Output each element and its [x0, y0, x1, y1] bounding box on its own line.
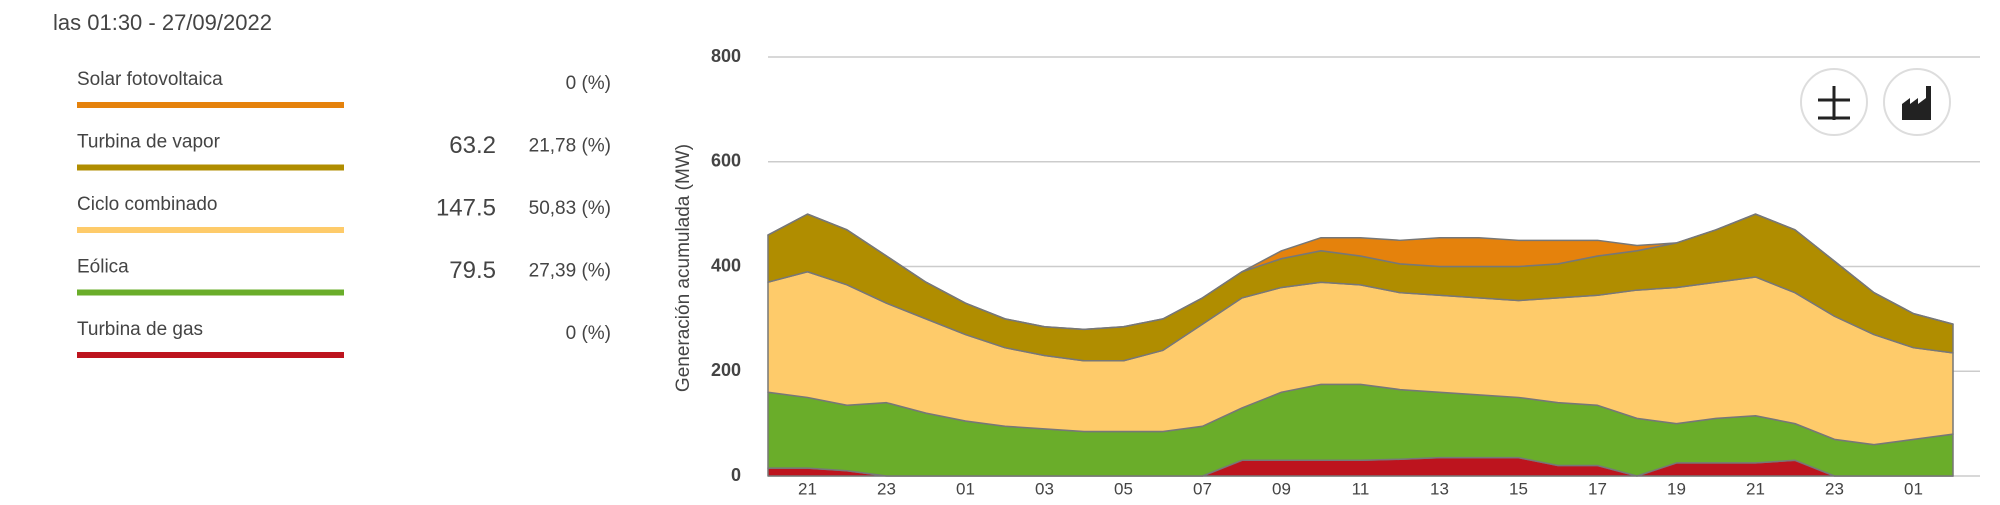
x-tick-label: 13 — [1430, 479, 1449, 498]
legend-share: 50,83 (%) — [529, 198, 611, 219]
factory-button[interactable] — [1883, 68, 1951, 136]
y-tick-label: 800 — [711, 46, 741, 66]
area — [767, 213, 1954, 331]
y-tick-label: 400 — [711, 255, 741, 275]
legend-swatch — [77, 289, 344, 296]
legend: Solar fotovoltaica 0 (%) Turbina de vapor 6… — [77, 69, 611, 358]
legend-swatch — [77, 352, 344, 358]
time-label: las 01:30 - 27/09/2022 — [53, 10, 272, 35]
legend-label: Eólica — [77, 257, 129, 278]
chart: 0 200 400 600 800 21 23 01 03 05 07 09 11 13 15 17 19 21 2… — [711, 46, 1980, 498]
y-tick-label: 600 — [711, 151, 741, 171]
legend-value: 79.5 — [449, 257, 496, 284]
x-tick-label: 21 — [798, 479, 817, 498]
x-tick-label: 05 — [1114, 479, 1133, 498]
legend-label: Turbina de gas — [77, 319, 203, 340]
x-tick-label: 01 — [956, 479, 975, 498]
x-tick-label: 01 — [1904, 479, 1923, 498]
legend-label: Turbina de vapor — [77, 132, 221, 153]
x-tick-label: 09 — [1272, 479, 1291, 498]
legend-value: 63.2 — [449, 132, 496, 159]
x-tick-label: 11 — [1352, 479, 1370, 498]
legend-swatch — [77, 227, 344, 233]
y-axis-title: Generación acumulada (MW) — [673, 144, 694, 392]
legend-share: 21,78 (%) — [529, 136, 611, 157]
legend-value: 147.5 — [436, 194, 496, 221]
legend-label: Ciclo combinado — [77, 194, 217, 215]
legend-label: Solar fotovoltaica — [77, 69, 223, 90]
x-tick-label: 23 — [877, 479, 896, 498]
legend-share: 0 (%) — [566, 323, 611, 344]
legend-share: 0 (%) — [566, 73, 611, 94]
legend-swatch — [77, 164, 344, 171]
x-tick-label: 23 — [1825, 479, 1844, 498]
y-tick-label: 0 — [731, 465, 741, 485]
y-tick-label: 200 — [711, 360, 741, 380]
x-tick-label: 03 — [1035, 479, 1054, 498]
legend-share: 27,39 (%) — [529, 261, 611, 282]
x-tick-label: 19 — [1667, 479, 1686, 498]
x-tick-label: 17 — [1588, 479, 1607, 498]
wind-button[interactable] — [1800, 68, 1868, 136]
x-tick-label: 15 — [1509, 479, 1528, 498]
legend-swatch — [77, 102, 344, 108]
x-tick-label: 07 — [1193, 479, 1212, 498]
x-tick-label: 21 — [1746, 479, 1765, 498]
